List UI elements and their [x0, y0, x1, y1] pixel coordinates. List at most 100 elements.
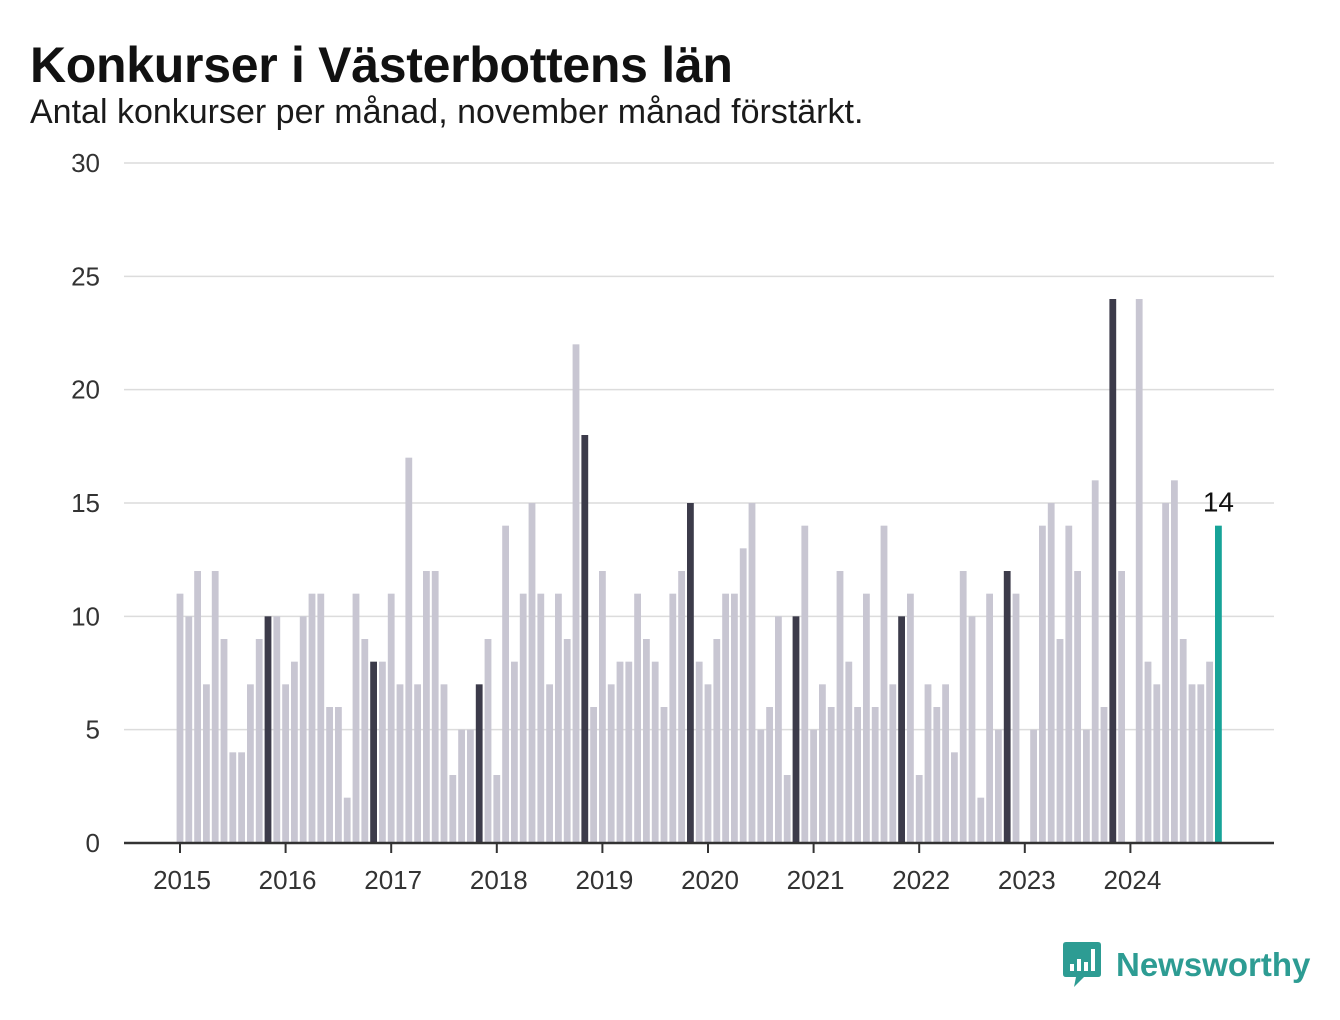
bar	[951, 752, 958, 843]
bar	[361, 639, 369, 843]
bar	[898, 616, 905, 843]
bar	[475, 684, 483, 843]
x-tick-label: 2016	[259, 865, 317, 895]
bar	[1179, 639, 1187, 843]
bar	[713, 639, 721, 843]
bar	[414, 684, 421, 843]
bar	[863, 593, 870, 843]
bar	[511, 661, 518, 843]
bar	[546, 684, 553, 843]
bar	[880, 525, 888, 843]
bar	[924, 684, 932, 843]
bar	[933, 707, 941, 843]
bar	[1091, 480, 1099, 843]
newsworthy-logo-icon	[1063, 942, 1101, 987]
bar	[722, 593, 729, 843]
bar	[1109, 299, 1117, 843]
bar	[836, 571, 844, 843]
bar	[1144, 661, 1152, 843]
bar	[370, 661, 377, 843]
x-tick-label: 2017	[364, 865, 422, 895]
bar	[379, 661, 386, 843]
bar	[942, 684, 949, 843]
bar	[669, 593, 677, 843]
y-tick-label: 25	[71, 261, 100, 291]
bar	[537, 593, 545, 843]
bar	[854, 707, 861, 843]
bar	[1056, 639, 1064, 843]
bar	[387, 593, 395, 843]
bar	[1074, 571, 1081, 843]
bar	[1162, 503, 1169, 843]
bar	[1003, 571, 1011, 843]
x-tick-label: 2021	[787, 865, 845, 895]
bar	[308, 593, 316, 843]
bar	[326, 707, 333, 843]
brand-logo: Newsworthy	[1062, 940, 1310, 990]
bar	[625, 661, 633, 843]
bar	[739, 548, 747, 843]
bar	[176, 593, 184, 843]
bar	[1100, 707, 1108, 843]
bar	[1047, 503, 1055, 843]
x-axis	[124, 841, 1274, 853]
bar	[502, 525, 509, 843]
bar	[335, 707, 342, 843]
bar	[185, 616, 193, 843]
bar	[291, 661, 298, 843]
bar	[493, 775, 501, 843]
gridlines	[124, 162, 1274, 731]
bar	[1171, 480, 1178, 843]
bar	[203, 684, 210, 843]
bar	[959, 571, 967, 843]
bar	[607, 684, 615, 843]
bar	[704, 684, 712, 843]
bar	[238, 752, 245, 843]
x-tick-label: 2024	[1103, 865, 1161, 895]
bar	[871, 707, 879, 843]
bar	[590, 707, 597, 843]
bar	[1135, 299, 1143, 843]
bar	[678, 571, 685, 843]
y-tick-label: 5	[86, 715, 100, 745]
bar	[907, 593, 914, 843]
bar	[405, 457, 413, 843]
bar-chart: 0 5 10 15 20 25 30 2015 2016 2017 2018 2019 2020 202…	[71, 148, 1274, 895]
bar	[889, 684, 897, 843]
bar	[229, 752, 237, 843]
bar	[431, 571, 439, 843]
bar	[299, 616, 307, 843]
bar	[343, 797, 351, 843]
bar	[211, 571, 219, 843]
bar	[915, 775, 923, 843]
bar	[282, 684, 289, 843]
y-tick-label: 15	[71, 488, 100, 518]
bars	[176, 299, 1222, 843]
bar	[616, 661, 624, 843]
chart-subtitle: Antal konkurser per månad, november måna…	[30, 93, 864, 131]
bar	[660, 707, 668, 843]
bar	[449, 775, 457, 843]
x-tick-label: 2020	[681, 865, 739, 895]
bar	[396, 684, 404, 843]
bar	[748, 503, 756, 843]
bar	[968, 616, 976, 843]
bar	[484, 639, 492, 843]
bar	[775, 616, 782, 843]
chart-title: Konkurser i Västerbottens län	[30, 37, 733, 93]
bar	[634, 593, 641, 843]
bar	[440, 684, 448, 843]
bar	[1039, 525, 1046, 843]
bar	[827, 707, 835, 843]
bar	[1197, 684, 1205, 843]
bar	[757, 729, 765, 843]
bar	[986, 593, 993, 843]
y-tick-label: 10	[71, 601, 100, 631]
bar	[977, 797, 985, 843]
latest-value-label: 14	[1203, 487, 1234, 518]
bar	[1153, 684, 1161, 843]
bar	[1188, 684, 1196, 843]
bar	[599, 571, 606, 843]
bar	[783, 775, 791, 843]
bar	[255, 639, 263, 843]
